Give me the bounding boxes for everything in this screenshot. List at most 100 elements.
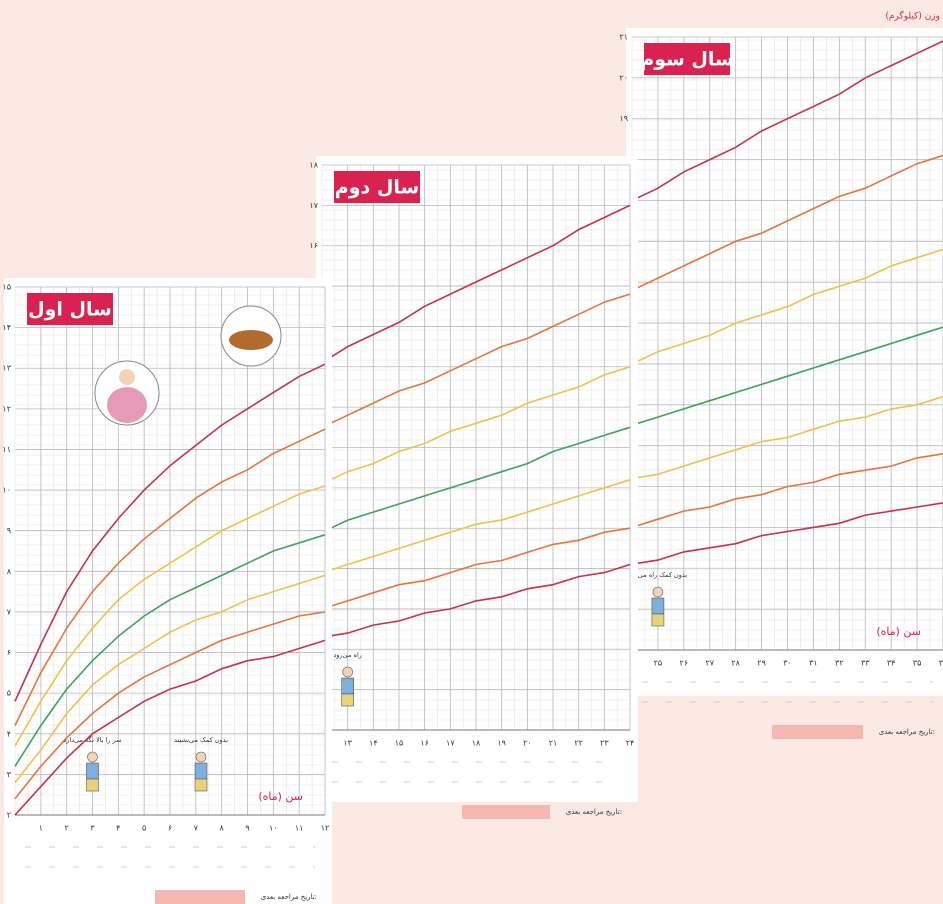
percentile-curve: [631, 154, 943, 292]
x-tick-label: ۳۱: [809, 659, 818, 668]
y-tick-label: ۷: [7, 607, 12, 616]
x-tick-label: ۱۸: [472, 739, 481, 748]
y-tick-label: ۱۱: [2, 445, 11, 454]
milestone-figure: [652, 586, 664, 598]
x-tick-label: ۲۲: [574, 739, 583, 748]
y-tick-label: ۱۶: [309, 241, 318, 250]
title-badge: [27, 293, 113, 325]
milestone-figure: [341, 693, 354, 707]
illustration-mother: [107, 387, 147, 423]
percentile-curve: [321, 479, 631, 574]
x-tick-label: ۱۵: [395, 739, 404, 748]
x-tick-label: ۳۳: [861, 659, 870, 668]
percentile-curve: [631, 395, 943, 480]
percentile-curve: [14, 485, 326, 747]
panel-background: [4, 278, 332, 904]
next-visit-box: [155, 890, 245, 904]
x-tick-label: ۴: [116, 824, 120, 833]
percentile-curve: [14, 363, 326, 702]
percentile-curve: [321, 293, 631, 429]
percentile-curve: [14, 639, 326, 816]
x-axis-label: سن (ماه): [258, 790, 303, 803]
percentile-curve: [321, 366, 631, 485]
y-tick-label: ۴: [7, 729, 11, 738]
x-tick-label: ۱۰: [269, 824, 278, 833]
x-tick-label: ۱۳: [343, 739, 352, 748]
x-tick-label: ۳۶: [939, 659, 943, 668]
y-tick-label: ۱۸: [309, 161, 318, 170]
percentile-curve: [321, 426, 631, 534]
x-tick-label: ۳۲: [835, 659, 844, 668]
x-tick-label: ۶: [168, 824, 172, 833]
x-tick-label: ۲۸: [731, 659, 740, 668]
milestone-figure: [195, 751, 207, 763]
x-tick-label: ۱۶: [420, 739, 429, 748]
y-tick-label: ۲: [7, 811, 11, 820]
milestone-label: راه می‌رود: [333, 651, 362, 659]
milestone-label: بدون کمک می‌نشیند: [174, 736, 228, 744]
x-tick-label: ۲۴: [626, 739, 635, 748]
percentile-curve: [321, 204, 631, 364]
percentile-curve: [631, 502, 943, 565]
next-visit-box: [772, 725, 863, 739]
milestone-figure: [194, 778, 208, 792]
y-tick-label: ۱۴: [2, 323, 11, 332]
title-badge: [334, 171, 420, 203]
y-tick-label: ۱۳: [2, 364, 11, 373]
x-tick-label: ۱۲: [321, 824, 330, 833]
panel-background: [626, 28, 943, 696]
y-tick-label: ۱۰: [2, 486, 11, 495]
x-tick-label: ۲۹: [757, 659, 766, 668]
chart-title: سال سوم: [640, 49, 733, 71]
next-visit-box: [462, 805, 550, 819]
x-tick-label: ۱۱: [295, 824, 304, 833]
milestone-figure: [341, 677, 354, 695]
x-tick-label: ۳۰: [783, 659, 792, 668]
x-tick-label: ۵: [142, 824, 146, 833]
x-tick-label: ۱: [39, 824, 43, 833]
next-visit-label: تاریخ مراجعه بعدی:: [879, 728, 935, 736]
x-tick-label: ۱۴: [369, 739, 378, 748]
y-tick-label: ۲۱: [619, 33, 628, 42]
milestone-figure: [194, 762, 208, 780]
percentile-curve: [631, 248, 943, 365]
x-tick-label: ۱۹: [497, 739, 506, 748]
x-tick-label: ۲۳: [600, 739, 609, 748]
panel: ۷۸۹۱۰۱۱۱۲۱۳۱۴۱۵۱۶۱۷۱۸۱۹۲۰۲۱۲۵۲۶۲۷۲۸۲۹۳۰۳…: [619, 28, 943, 739]
percentile-curve: [14, 428, 326, 726]
next-visit-label: تاریخ مراجعه بعدی:: [566, 808, 622, 816]
x-tick-label: ۲۵: [654, 659, 663, 668]
chart-title: سال دوم: [335, 177, 419, 199]
panel: ۵۶۷۸۹۱۰۱۱۱۲۱۳۱۴۱۵۱۶۱۷۱۸۱۳۱۴۱۵۱۶۱۷۱۸۱۹۲۰۲…: [309, 156, 638, 819]
x-tick-label: ۹: [245, 824, 249, 833]
y-tick-label: ۳: [7, 770, 12, 779]
milestone-figure: [87, 751, 98, 763]
milestone-label: بدون کمک راه می‌رود: [629, 571, 688, 579]
x-tick-label: ۳۴: [887, 659, 896, 668]
next-visit-label: تاریخ مراجعه بعدی:: [261, 893, 317, 901]
percentile-curve: [14, 574, 326, 783]
y-tick-label: ۲۰: [619, 73, 628, 82]
percentile-curve: [14, 611, 326, 800]
x-tick-label: ۸: [220, 824, 225, 833]
x-tick-label: ۳۵: [913, 659, 922, 668]
y-tick-label: ۵: [7, 689, 11, 698]
x-tick-label: ۱۷: [446, 739, 455, 748]
x-tick-label: ۷: [194, 824, 199, 833]
y-tick-label: ۱۷: [309, 201, 318, 210]
x-tick-label: ۲۱: [549, 739, 558, 748]
y-axis-label: وزن (کیلوگرم): [885, 10, 940, 22]
percentile-curve: [14, 534, 326, 767]
milestone-label: سر را بالا نگه می‌دارد: [63, 736, 121, 744]
milestone-figure: [651, 597, 665, 615]
y-tick-label: ۱۵: [2, 283, 11, 292]
illustrations: [94, 305, 282, 426]
y-tick-label: ۸: [7, 567, 12, 576]
illustration-bowl: [229, 330, 273, 350]
milestone-figure: [86, 762, 99, 780]
percentile-curve: [631, 326, 943, 426]
milestone-figure: [651, 613, 665, 627]
percentile-curve: [631, 453, 943, 529]
x-tick-label: ۲۰: [523, 739, 532, 748]
